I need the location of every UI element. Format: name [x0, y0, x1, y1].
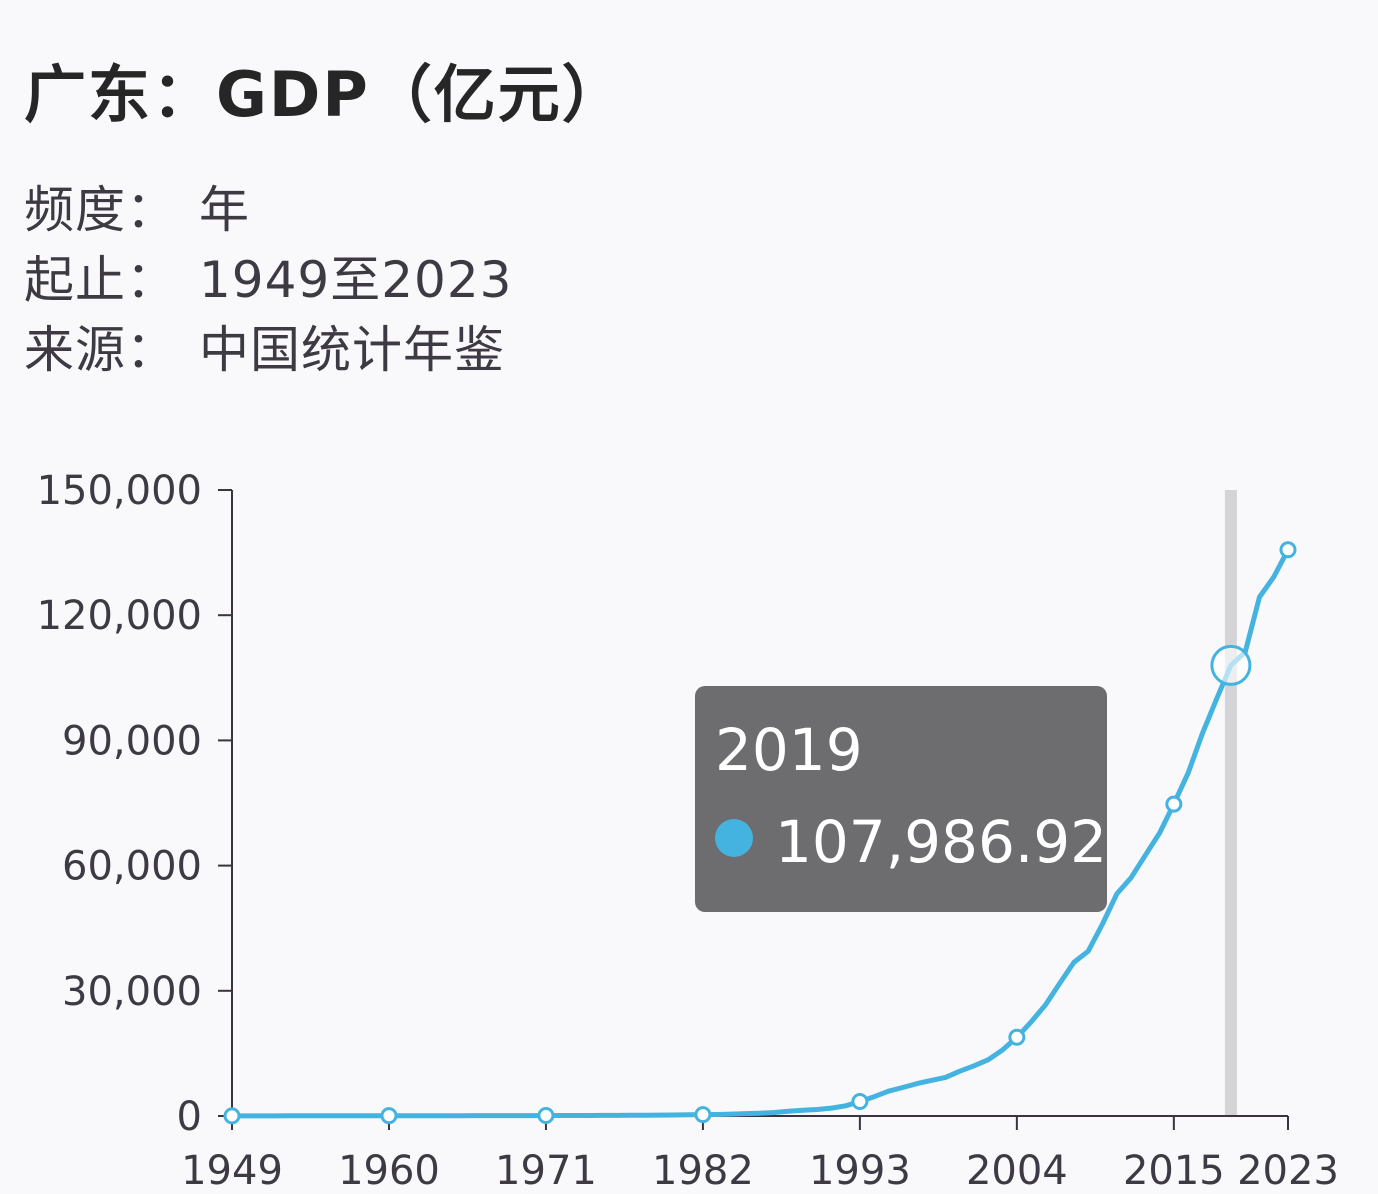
meta-range: 起止： 1949至2023: [24, 240, 513, 312]
y-tick-label: 90,000: [62, 718, 202, 764]
data-point: [537, 1107, 555, 1125]
meta-frequency-label: 频度：: [24, 181, 177, 239]
y-tick-label: 0: [177, 1094, 202, 1140]
hovered-point: [1210, 644, 1252, 686]
y-tick-label: 120,000: [37, 593, 202, 639]
meta-frequency-value: 年: [199, 181, 250, 239]
meta-source-value: 中国统计年鉴: [199, 321, 505, 379]
chart-title: 广东：GDP（亿元）: [24, 58, 626, 131]
x-tick-label: 1971: [495, 1148, 597, 1194]
tooltip: 2019 107,986.92: [695, 686, 1107, 912]
tooltip-value: 107,986.92: [775, 808, 1108, 876]
x-tick-label: 1949: [181, 1148, 283, 1194]
meta-source-label: 来源：: [24, 321, 177, 379]
data-point: [1165, 795, 1183, 813]
x-tick-label: 1993: [809, 1148, 911, 1194]
y-tick-label: 150,000: [37, 468, 202, 514]
x-tick-label: 2004: [966, 1148, 1068, 1194]
y-tick-label: 60,000: [62, 844, 202, 890]
data-point: [223, 1107, 241, 1125]
meta-source: 来源： 中国统计年鉴: [24, 310, 505, 382]
data-point: [1008, 1028, 1026, 1046]
tooltip-year: 2019: [715, 716, 863, 784]
x-tick-label: 1960: [338, 1148, 440, 1194]
data-point: [1279, 541, 1297, 559]
data-point: [380, 1107, 398, 1125]
meta-range-label: 起止：: [24, 251, 177, 309]
y-tick-label: 30,000: [62, 969, 202, 1015]
data-point: [694, 1106, 712, 1124]
hover-guide-bar: [1224, 490, 1237, 1116]
series-line: [229, 547, 1291, 1119]
tooltip-series-dot: [715, 819, 753, 857]
x-tick-label: 2023: [1237, 1148, 1339, 1194]
x-tick-label: 1982: [652, 1148, 754, 1194]
data-point: [851, 1093, 869, 1111]
x-tick-label: 2015: [1123, 1148, 1225, 1194]
meta-frequency: 频度： 年: [24, 170, 250, 242]
meta-range-value: 1949至2023: [199, 251, 513, 309]
